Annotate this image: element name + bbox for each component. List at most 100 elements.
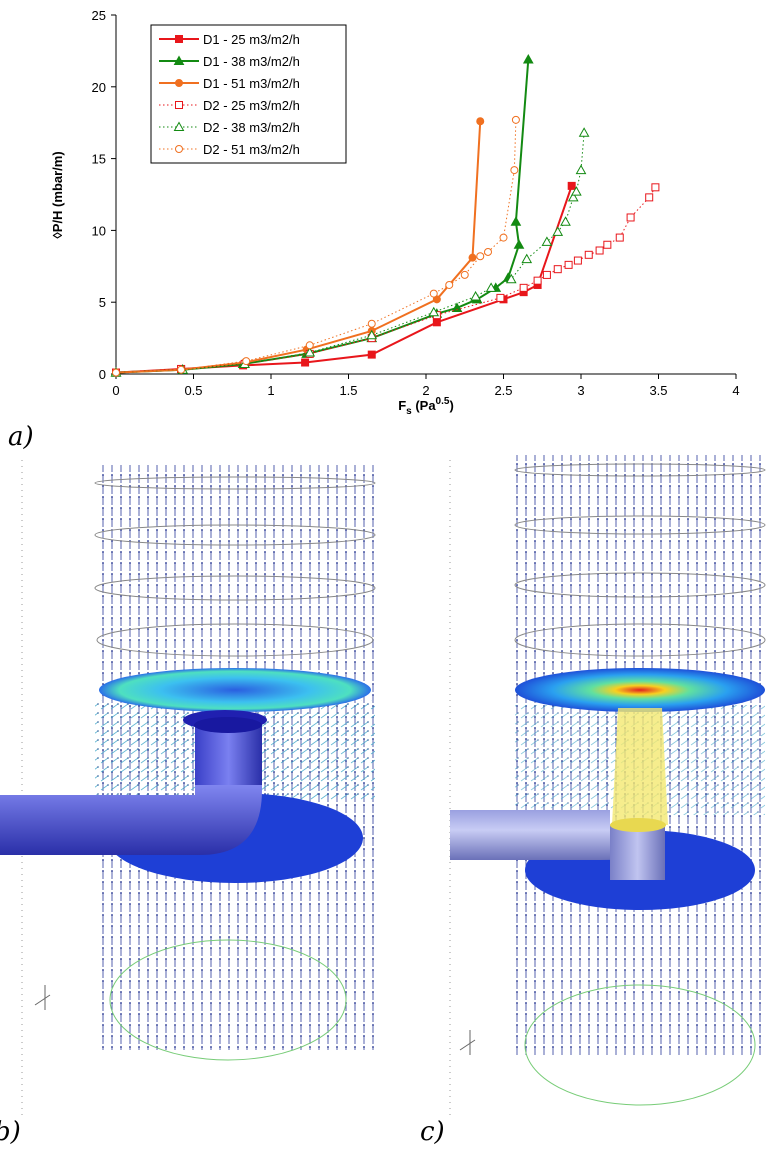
panel-label: b) xyxy=(0,1117,21,1147)
marker xyxy=(451,302,463,312)
rings xyxy=(514,463,766,657)
marker xyxy=(468,253,477,262)
marker xyxy=(305,341,314,350)
marker xyxy=(560,216,571,226)
y-axis-label: ◊P/H (mbar/m) xyxy=(50,151,65,238)
legend-box xyxy=(150,24,347,164)
marker xyxy=(567,181,576,190)
x-tick-label: 3.5 xyxy=(649,383,667,398)
x-label-part: (Pa xyxy=(412,398,437,413)
x-tick-label: 2.5 xyxy=(494,383,512,398)
marker xyxy=(112,368,120,377)
marker xyxy=(513,239,525,249)
marker xyxy=(367,350,376,359)
jet xyxy=(612,708,668,825)
x-label-part: 0.5 xyxy=(436,396,450,407)
marker xyxy=(573,256,582,265)
marker xyxy=(522,53,534,64)
x-label-part: ) xyxy=(449,398,453,413)
series-line xyxy=(115,121,482,374)
legend-label: D2 - 51 m3/m2/h xyxy=(203,142,300,157)
marker xyxy=(177,365,186,374)
marker xyxy=(615,233,624,242)
cfd-image-c xyxy=(449,455,766,1120)
pipe-riser xyxy=(610,825,665,880)
legend-marker xyxy=(173,55,185,65)
marker xyxy=(470,290,481,301)
marker xyxy=(499,233,508,242)
marker xyxy=(645,193,654,202)
legend-marker xyxy=(175,35,183,43)
y-tick-label: 0 xyxy=(99,367,106,382)
legend-marker xyxy=(175,145,183,153)
marker xyxy=(484,247,492,256)
marker xyxy=(521,253,533,264)
marker xyxy=(485,282,497,292)
marker xyxy=(429,289,438,298)
axis-triad xyxy=(459,1030,476,1055)
bottom-ring xyxy=(109,939,347,1061)
y-tick-label: 15 xyxy=(92,152,106,167)
x-tick-label: 3 xyxy=(577,383,584,398)
marker xyxy=(511,115,520,124)
marker xyxy=(496,293,505,302)
x-tick-label: 1.5 xyxy=(339,383,357,398)
marker xyxy=(595,246,604,255)
marker xyxy=(603,240,612,249)
upper-disk xyxy=(99,668,371,712)
cfd-image-b xyxy=(0,460,376,1120)
marker xyxy=(570,186,582,196)
legend-marker xyxy=(175,101,183,109)
upper-disk xyxy=(515,668,765,712)
y-tick-label: 25 xyxy=(92,8,106,23)
marker xyxy=(542,270,551,279)
marker xyxy=(505,273,517,284)
x-axis-label: Fs (Pa0.5) xyxy=(398,396,454,417)
x-tick-label: 4 xyxy=(732,383,739,398)
pipe-top xyxy=(194,717,262,733)
x-tick-label: 2 xyxy=(422,383,429,398)
series-line xyxy=(115,187,656,374)
x-label-part: F xyxy=(398,398,406,413)
x-tick-label: 0 xyxy=(112,383,119,398)
marker xyxy=(567,191,579,202)
marker xyxy=(304,346,316,357)
pipe-riser xyxy=(195,725,262,785)
marker xyxy=(476,252,485,261)
legend-label: D1 - 51 m3/m2/h xyxy=(203,76,300,91)
rings xyxy=(94,476,376,657)
marker xyxy=(367,319,376,328)
marker xyxy=(242,357,251,366)
marker xyxy=(552,226,564,236)
legend-label: D2 - 25 m3/m2/h xyxy=(203,98,300,113)
bottom-ring xyxy=(524,984,756,1106)
marker xyxy=(428,306,440,317)
marker xyxy=(541,236,553,246)
y-tick-label: 10 xyxy=(92,223,106,238)
marker xyxy=(445,280,454,289)
panel-label: c) xyxy=(420,1117,445,1147)
legend-label: D2 - 38 m3/m2/h xyxy=(203,120,300,135)
marker xyxy=(553,265,562,274)
y-tick-label: 5 xyxy=(99,295,106,310)
legend-marker xyxy=(173,121,185,131)
marker xyxy=(432,318,441,327)
marker xyxy=(510,216,522,226)
legend-label: D1 - 25 m3/m2/h xyxy=(203,32,300,47)
marker xyxy=(584,250,593,259)
marker xyxy=(564,260,573,269)
marker xyxy=(510,166,519,175)
axis-triad xyxy=(34,985,51,1010)
marker xyxy=(651,183,660,192)
marker xyxy=(575,164,587,175)
marker xyxy=(366,329,378,340)
marker xyxy=(460,270,469,279)
y-tick-label: 20 xyxy=(92,80,106,95)
marker xyxy=(626,213,635,222)
marker xyxy=(476,117,485,126)
panel-label: a) xyxy=(8,422,34,452)
legend-marker xyxy=(175,79,183,87)
x-label-part: s xyxy=(406,406,412,417)
legend-label: D1 - 38 m3/m2/h xyxy=(203,54,300,69)
